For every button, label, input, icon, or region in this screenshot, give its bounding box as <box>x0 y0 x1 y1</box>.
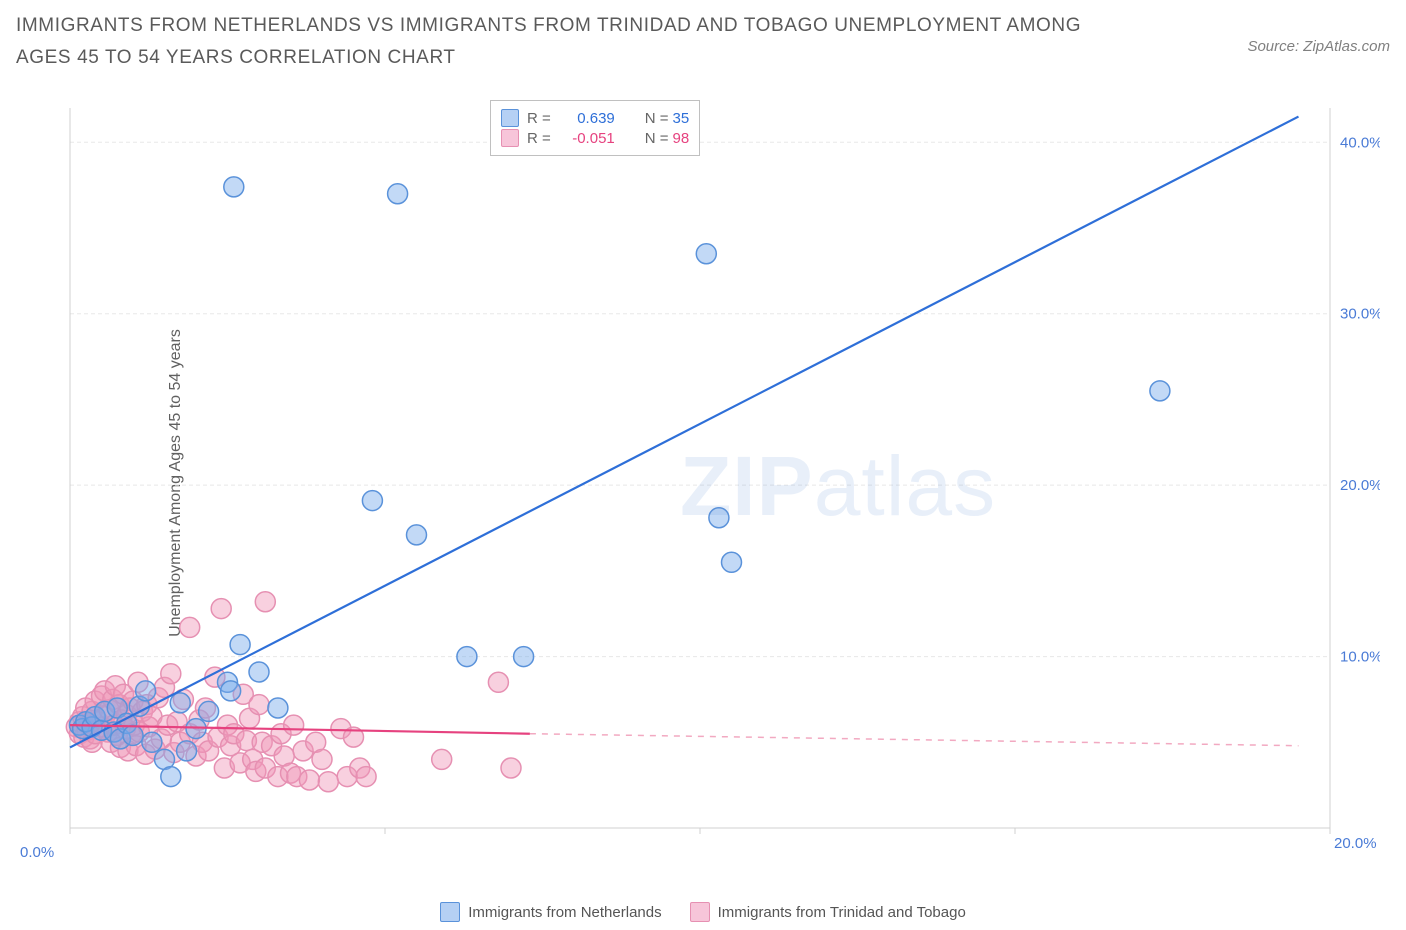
chart-title: IMMIGRANTS FROM NETHERLANDS VS IMMIGRANT… <box>16 10 1116 75</box>
bottom-legend: Immigrants from Netherlands Immigrants fr… <box>0 902 1406 922</box>
legend-swatch <box>501 129 519 147</box>
scatter-plot: Unemployment Among Ages 45 to 54 years 2… <box>60 98 1380 868</box>
legend-item: Immigrants from Netherlands <box>440 902 661 922</box>
stats-row: R = 0.639N = 35 <box>501 109 689 127</box>
legend-swatch <box>690 902 710 922</box>
svg-text:20.0%: 20.0% <box>1334 835 1377 852</box>
x-origin-tick-label: 0.0% <box>20 844 54 861</box>
stats-legend-box: R = 0.639N = 35 R = -0.051N = 98 <box>490 100 700 156</box>
legend-label: Immigrants from Trinidad and Tobago <box>718 904 966 921</box>
legend-item: Immigrants from Trinidad and Tobago <box>690 902 966 922</box>
svg-text:30.0%: 30.0% <box>1340 306 1380 323</box>
legend-label: Immigrants from Netherlands <box>468 904 661 921</box>
source-label: Source: ZipAtlas.com <box>1247 38 1390 55</box>
legend-swatch <box>501 109 519 127</box>
svg-text:20.0%: 20.0% <box>1340 477 1380 494</box>
plot-svg: 20.0% 10.0% 20.0% 30.0% 40.0% <box>60 98 1380 868</box>
legend-swatch <box>440 902 460 922</box>
svg-text:10.0%: 10.0% <box>1340 649 1380 666</box>
stats-row: R = -0.051N = 98 <box>501 129 689 147</box>
svg-text:40.0%: 40.0% <box>1340 134 1380 151</box>
